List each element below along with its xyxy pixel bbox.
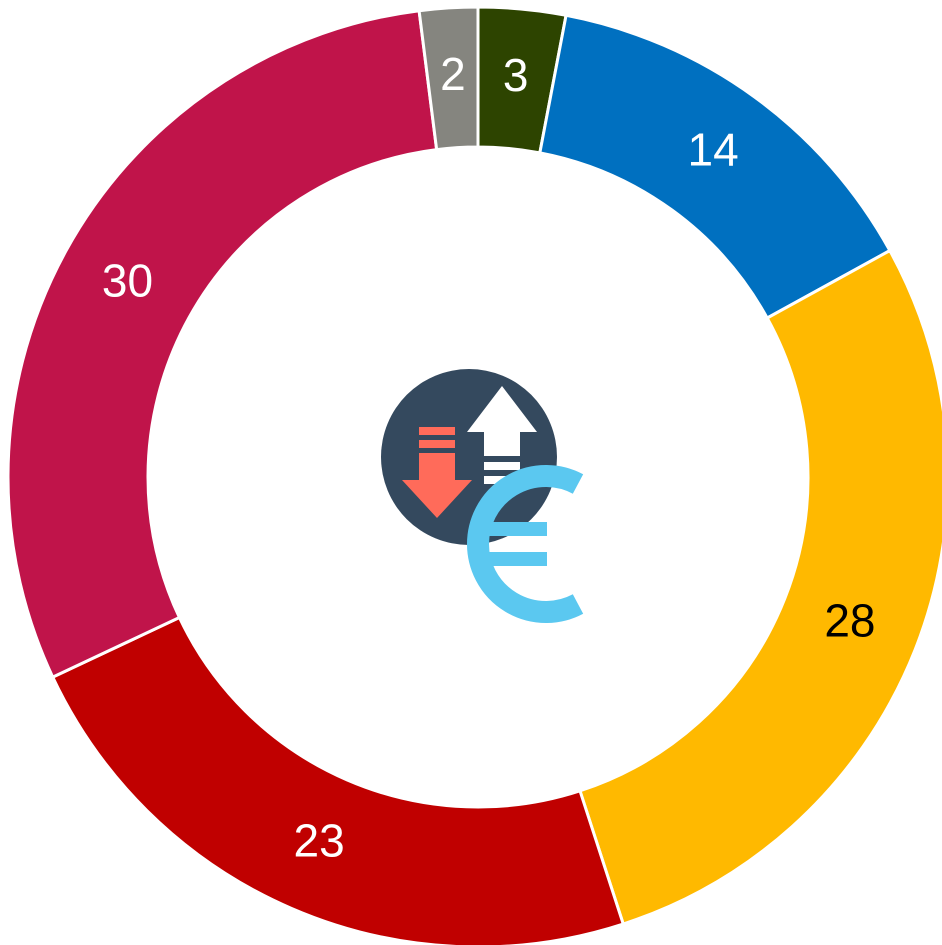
icon-arrow-down <box>402 453 472 518</box>
icon-circle <box>381 369 557 545</box>
icon-bar <box>419 440 455 448</box>
center-icon <box>381 369 584 623</box>
icon-euro-bar <box>487 552 547 566</box>
data-label: 2 <box>440 48 466 100</box>
donut-slice <box>50 615 626 945</box>
data-label: 3 <box>503 49 529 101</box>
donut-slice <box>578 248 942 926</box>
icon-euro-bar <box>487 522 547 536</box>
icon-bar <box>484 462 520 470</box>
donut-slice <box>417 5 480 152</box>
data-label: 30 <box>102 254 153 306</box>
icon-arrow-up <box>467 386 537 456</box>
data-label: 28 <box>824 594 875 646</box>
data-label: 14 <box>688 124 739 176</box>
data-label: 23 <box>294 814 345 866</box>
icon-bar <box>419 427 455 435</box>
donut: 3 14 28 23 30 2 <box>6 5 942 945</box>
icon-euro <box>467 465 584 623</box>
donut-slice <box>6 9 439 680</box>
